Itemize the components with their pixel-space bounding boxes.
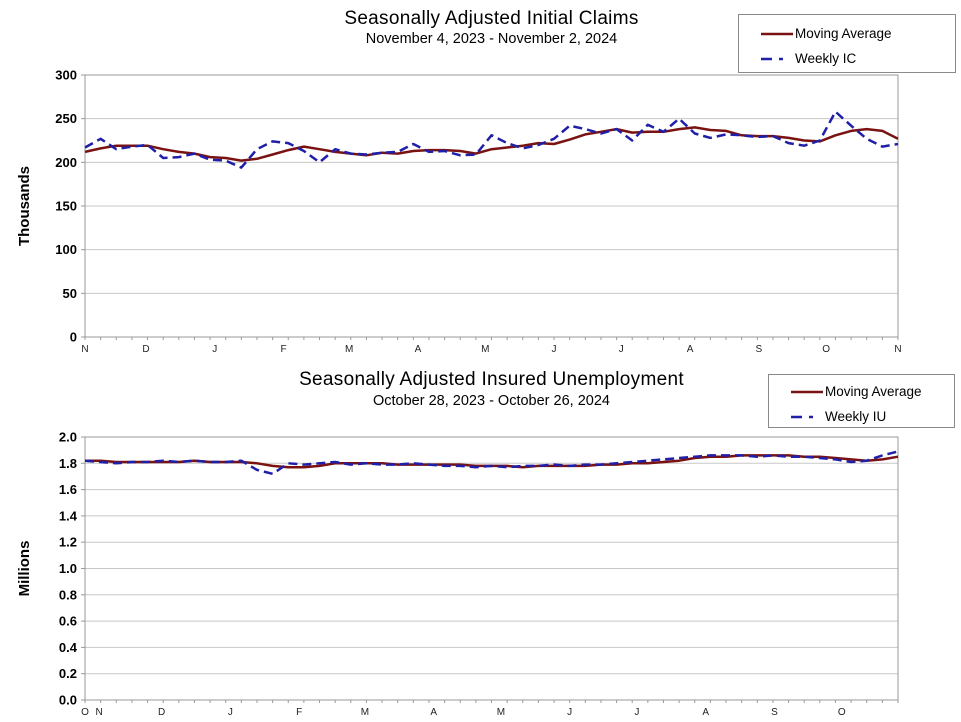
y-tick-label: 300: [55, 68, 77, 83]
moving-average-line-icon: [791, 390, 823, 393]
x-month-label: F: [281, 344, 287, 355]
insured-unemployment-plot: 0.00.20.40.60.81.01.21.41.61.82.0O N D J F M A…: [59, 430, 899, 718]
x-month-label: J: [619, 344, 624, 355]
y-tick-label: 0.6: [59, 614, 77, 629]
legend-label: Moving Average: [795, 26, 892, 41]
y-tick-label: 50: [63, 286, 77, 301]
x-month-label: A: [415, 344, 422, 355]
x-month-label: O: [838, 707, 846, 718]
x-month-label: J: [228, 707, 233, 718]
x-month-label: N: [95, 707, 102, 718]
legend-item-weekly-ic: Weekly IC: [759, 46, 951, 71]
legend-item-moving-average: Moving Average: [759, 21, 951, 46]
x-month-label: M: [345, 344, 353, 355]
x-month-label: N: [81, 344, 88, 355]
x-month-label: J: [634, 707, 639, 718]
y-tick-label: 250: [55, 111, 77, 126]
x-month-label: A: [687, 344, 694, 355]
x-month-label: S: [771, 707, 778, 718]
weekly-iu-dashed-line-icon: [791, 415, 823, 418]
initial-claims-subtitle: November 4, 2023 - November 2, 2024: [365, 31, 618, 47]
y-tick-label: 1.8: [59, 456, 77, 471]
y-tick-label: 0: [70, 330, 77, 345]
initial-claims-legend: Moving Average Weekly IC: [738, 14, 956, 73]
legend-label: Moving Average: [825, 384, 922, 399]
x-month-label: D: [158, 707, 165, 718]
insured-unemployment-subtitle: October 28, 2023 - October 26, 2024: [373, 393, 610, 409]
legend-label: Weekly IU: [825, 409, 887, 424]
weekly-ic-dashed-line-icon: [761, 57, 793, 60]
initial-claims-plot: 0 50 100 150 200 250 300 N D J F M A M J J A S O N: [55, 68, 901, 356]
x-month-label: J: [212, 344, 217, 355]
insured-unemployment-title: Seasonally Adjusted Insured Unemployment: [299, 369, 684, 390]
legend-item-weekly-iu: Weekly IU: [789, 404, 950, 429]
y-tick-label: 0.0: [59, 693, 77, 708]
x-month-label: F: [296, 707, 302, 718]
x-month-label: O: [81, 707, 89, 718]
x-month-label: A: [702, 707, 709, 718]
y-tick-label: 0.2: [59, 666, 77, 681]
x-month-label: M: [497, 707, 505, 718]
x-month-label: D: [142, 344, 149, 355]
y-tick-label: 0.4: [59, 640, 78, 655]
x-month-label: J: [552, 344, 557, 355]
moving-average-line-icon: [761, 32, 793, 35]
y-tick-label: 1.0: [59, 561, 77, 576]
x-month-label: O: [822, 344, 830, 355]
series-moving-average: [84, 126, 899, 162]
y-tick-label: 1.6: [59, 482, 77, 497]
y-tick-label: 1.2: [59, 535, 77, 550]
series-weekly-ic: [84, 110, 899, 169]
x-month-label: M: [361, 707, 369, 718]
x-month-label: M: [481, 344, 489, 355]
initial-claims-title: Seasonally Adjusted Initial Claims: [344, 8, 639, 29]
y-tick-label: 200: [55, 155, 77, 170]
y-tick-label: 1.4: [59, 508, 78, 523]
y-tick-label: 100: [55, 242, 77, 257]
insured-unemployment-legend: Moving Average Weekly IU: [768, 374, 955, 428]
y-tick-label: 2.0: [59, 430, 77, 445]
x-month-label: J: [567, 707, 572, 718]
x-month-label: A: [430, 707, 437, 718]
y-tick-label: 0.8: [59, 587, 77, 602]
y-tick-label: 150: [55, 199, 77, 214]
series-weekly-iu: [84, 450, 899, 476]
x-month-label: N: [894, 344, 901, 355]
legend-item-moving-average: Moving Average: [789, 379, 950, 404]
legend-label: Weekly IC: [795, 51, 857, 66]
x-month-label: S: [756, 344, 763, 355]
